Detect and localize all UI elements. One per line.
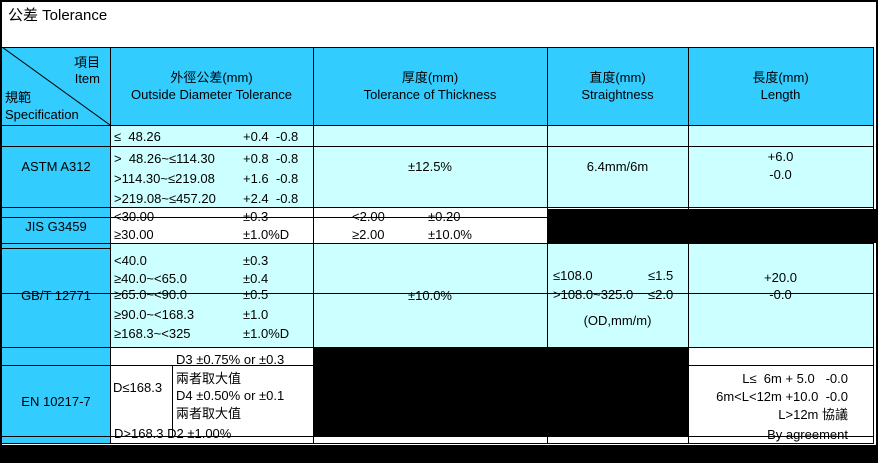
corner-item-zh: 項目	[73, 55, 100, 70]
jis-od-range-1: ≥30.00	[114, 227, 154, 242]
gbt-label: GB/T 12771	[21, 287, 91, 303]
col-border-spec-od	[110, 47, 111, 444]
astm-length: +6.0 -0.0	[688, 125, 873, 207]
frame-left	[0, 0, 2, 445]
en-label: EN 10217-7	[21, 393, 91, 409]
gbt-label-subrow-border	[0, 248, 110, 249]
gbt-inner-border	[0, 293, 874, 294]
astm-row-bg	[110, 125, 873, 207]
astm-jis-border	[0, 207, 874, 208]
gbt-thickness: ±10.0%	[408, 287, 452, 303]
gbt-od-range-2: ≥65.0~<90.0	[114, 287, 187, 302]
header-thickness-zh: 厚度(mm)	[401, 70, 459, 85]
en-length-line-2: L>12m 協議	[778, 407, 848, 422]
header-od-zh: 外徑公差(mm)	[170, 70, 253, 85]
gbt-od-range-3: ≥90.0~<168.3	[114, 307, 195, 322]
en-od-subcol-border	[172, 365, 173, 436]
en-od-line-0: D3 ±0.75% or ±0.3	[176, 352, 285, 367]
gbt-length-minus: -0.0	[769, 287, 792, 302]
astm-od-range-2: >114.30~≤219.08	[114, 171, 215, 186]
table-bottom-border	[0, 443, 874, 444]
gbt-row-bg	[110, 243, 873, 347]
astm-od-range-0: ≤ 48.26	[114, 129, 161, 144]
gbt-od-range-4: ≥168.3~<325	[114, 326, 191, 341]
gbt-str-tol-0: ≤1.5	[648, 268, 674, 283]
en-od-cond1: D≤168.3	[113, 380, 163, 395]
astm-thickness: ±12.5%	[408, 158, 452, 174]
astm-od-tol-0: +0.4 -0.8	[243, 129, 299, 144]
en-od-cond2: D>168.3 D2 ±1.00%	[114, 426, 232, 441]
header-row-bg	[110, 48, 873, 125]
jis-gbt-border	[0, 243, 874, 244]
astm-od-range-1: > 48.26~≤114.30	[114, 151, 215, 166]
frame-top	[0, 0, 878, 2]
jis-th-tol-0: ±0.20	[428, 209, 461, 224]
jis-redacted-box	[547, 209, 876, 243]
header-length-en: Length	[760, 87, 801, 102]
gbt-straightness-note: (OD,mm/m)	[583, 313, 652, 328]
gbt-od-tol-2: ±0.5	[243, 287, 269, 302]
table-top-border	[0, 47, 874, 48]
jis-label: JIS G3459	[25, 218, 87, 234]
header-length-zh: 長度(mm)	[752, 70, 809, 85]
astm-label: ASTM A312	[21, 158, 91, 174]
gbt-od-tol-0: ±0.3	[243, 253, 269, 268]
jis-od-range-0: <30.00	[114, 209, 155, 224]
col-border-thickness-straightness	[547, 47, 548, 444]
gbt-length-plus: +20.0	[764, 270, 797, 285]
header-bottom-border	[0, 125, 874, 126]
frame-bottom-bar	[0, 445, 878, 463]
jis-th-range-1: ≥2.00	[352, 227, 385, 242]
jis-od-tol-1: ±1.0%D	[243, 227, 290, 242]
header-straightness-en: Straightness	[581, 87, 654, 102]
jis-od-tol-0: ±0.3	[243, 209, 269, 224]
jis-th-range-0: <2.00	[352, 209, 385, 224]
astm-od-tol-1: +0.8 -0.8	[243, 151, 299, 166]
page-title: 公差 Tolerance	[8, 7, 108, 24]
gbt-str-range-1: >108.0~325.0	[553, 287, 634, 302]
astm-length-plus: +6.0	[767, 149, 794, 164]
header-od-en: Outside Diameter Tolerance	[131, 87, 292, 102]
frame-right	[876, 0, 878, 445]
en-length-line-0: L≤ 6m + 5.0 -0.0	[742, 371, 848, 386]
en-od-line-3: 兩者取大值	[176, 406, 242, 421]
astm-straightness: 6.4mm/6m	[586, 158, 649, 174]
en-length-line-3: By agreement	[767, 427, 848, 442]
gbt-od-tol-4: ±1.0%D	[243, 326, 290, 341]
gbt-od-tol-1: ±0.4	[243, 271, 269, 286]
gbt-od-tol-3: ±1.0	[243, 307, 269, 322]
corner-item-en: Item	[74, 71, 100, 86]
gbt-str-tol-1: ≤2.0	[648, 287, 674, 302]
gbt-od-range-1: ≥40.0~<65.0	[114, 271, 187, 286]
header-straightness-zh: 直度(mm)	[589, 70, 646, 85]
en-od-line-1: 兩者取大值	[176, 371, 242, 386]
corner-spec-zh: 規範	[5, 90, 32, 105]
astm-od-range-3: >219.08~≤457.20	[114, 191, 216, 206]
en-length-line-1: 6m<L<12m +10.0 -0.0	[716, 389, 848, 404]
astm-od-tol-3: +2.4 -0.8	[243, 191, 299, 206]
gbt-str-range-0: ≤108.0	[553, 268, 593, 283]
table-right-border	[873, 47, 874, 444]
astm-length-minus: -0.0	[769, 167, 792, 182]
col-border-od-thickness	[313, 47, 314, 444]
corner-spec-en: Specification	[5, 107, 79, 122]
astm-subrow-border	[0, 146, 874, 147]
header-thickness-en: Tolerance of Thickness	[363, 87, 497, 102]
col-border-straightness-length	[688, 47, 689, 444]
jis-inner-border	[0, 217, 874, 218]
gbt-od-range-0: <40.0	[114, 253, 147, 268]
en-od-line-2: D4 ±0.50% or ±0.1	[176, 388, 285, 403]
jis-th-tol-1: ±10.0%	[428, 227, 472, 242]
astm-od-tol-2: +1.6 -0.8	[243, 171, 299, 186]
en-redacted-box	[313, 347, 688, 437]
